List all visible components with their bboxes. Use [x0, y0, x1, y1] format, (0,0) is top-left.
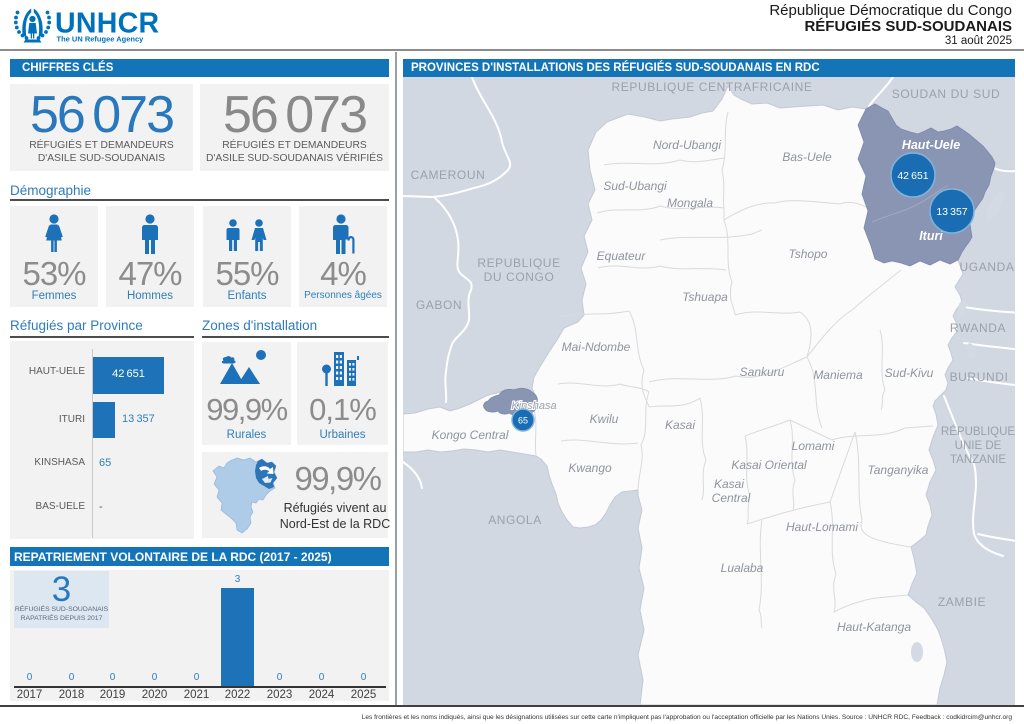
svg-text:REPUBLIQUE CENTRAFRICAINE: REPUBLIQUE CENTRAFRICAINE [611, 80, 812, 94]
svg-text:CAMEROUN: CAMEROUN [411, 168, 486, 182]
svg-text:65: 65 [518, 416, 528, 426]
svg-text:Lualaba: Lualaba [721, 561, 764, 575]
svg-text:Kongo Central: Kongo Central [432, 428, 509, 442]
svg-text:Sud-Kivu: Sud-Kivu [885, 366, 934, 380]
svg-text:Equateur: Equateur [597, 249, 647, 263]
svg-text:Nord-Ubangi: Nord-Ubangi [653, 138, 721, 152]
svg-text:Tshuapa: Tshuapa [682, 290, 728, 304]
svg-text:Haut-Uele: Haut-Uele [902, 138, 960, 152]
svg-text:Kwango: Kwango [568, 461, 612, 475]
svg-text:Central: Central [712, 491, 751, 505]
svg-text:ANGOLA: ANGOLA [488, 513, 542, 527]
svg-text:Maniema: Maniema [813, 368, 863, 382]
svg-text:DU CONGO: DU CONGO [484, 270, 555, 284]
svg-text:Kasai: Kasai [714, 477, 744, 491]
svg-text:RÉPUBLIQUE: RÉPUBLIQUE [941, 425, 1015, 438]
svg-text:Sud-Ubangi: Sud-Ubangi [603, 179, 667, 193]
svg-text:Haut-Katanga: Haut-Katanga [837, 620, 911, 634]
svg-text:Tanganyika: Tanganyika [868, 463, 929, 477]
svg-text:Kwilu: Kwilu [590, 412, 619, 426]
svg-text:RWANDA: RWANDA [950, 321, 1006, 335]
svg-text:BURUNDI: BURUNDI [950, 370, 1009, 384]
svg-text:GABON: GABON [416, 298, 462, 312]
svg-text:Bas-Uele: Bas-Uele [782, 150, 832, 164]
svg-text:UNIE DE: UNIE DE [955, 440, 1002, 452]
svg-text:UGANDA: UGANDA [960, 260, 1015, 274]
svg-text:UNHCR: UNHCR [55, 8, 159, 40]
svg-text:Haut-Lomami: Haut-Lomami [786, 520, 858, 534]
svg-text:13 357: 13 357 [936, 206, 967, 218]
svg-text:Kasai: Kasai [665, 418, 695, 432]
svg-text:Sankuru: Sankuru [740, 365, 785, 379]
svg-text:Mai-Ndombe: Mai-Ndombe [562, 340, 631, 354]
svg-text:ZAMBIE: ZAMBIE [938, 595, 986, 609]
svg-text:Tshopo: Tshopo [789, 247, 828, 261]
svg-text:TANZANIE: TANZANIE [950, 454, 1006, 466]
svg-text:SOUDAN DU SUD: SOUDAN DU SUD [892, 87, 1000, 101]
svg-text:Ituri: Ituri [919, 229, 943, 243]
svg-text:REPUBLIQUE: REPUBLIQUE [477, 256, 560, 270]
svg-text:The UN Refugee Agency: The UN Refugee Agency [57, 35, 145, 44]
svg-text:42 651: 42 651 [897, 170, 928, 182]
svg-text:Mongala: Mongala [667, 196, 713, 210]
svg-text:Lomami: Lomami [792, 439, 835, 453]
svg-text:Kasai Oriental: Kasai Oriental [731, 458, 807, 472]
